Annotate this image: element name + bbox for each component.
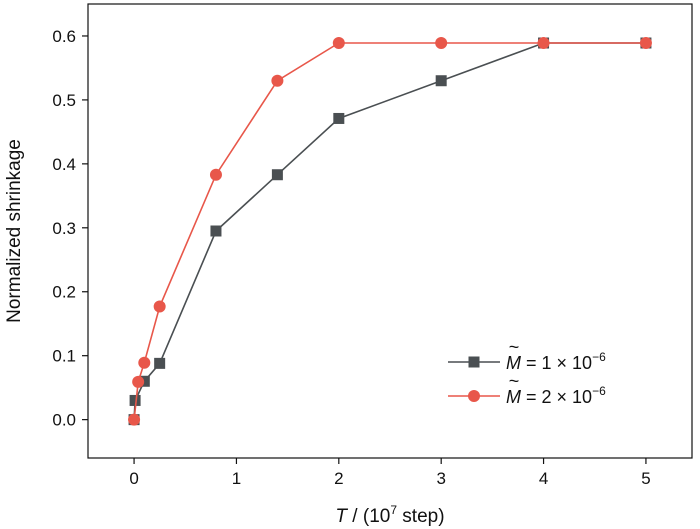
series-1-point	[154, 357, 166, 369]
legend-symbol: M	[506, 353, 521, 373]
series-2-line	[133, 42, 646, 420]
series-1-point	[333, 112, 345, 124]
series-1-point	[129, 394, 141, 406]
series-2-point	[128, 413, 141, 426]
y-tick-label: 0.1	[52, 347, 76, 366]
y-tick-label: 0.6	[52, 27, 76, 46]
y-tick-label: 0.4	[52, 155, 76, 174]
legend-value: = 1 × 10	[521, 353, 592, 373]
series-1-point	[210, 225, 222, 237]
y-tick-label: 0.5	[52, 91, 76, 110]
legend-marker	[468, 390, 480, 402]
legend-marker	[468, 356, 480, 368]
series-2	[128, 37, 652, 426]
x-tick-label: 3	[436, 469, 445, 488]
x-axis-title: T / (107 step)	[335, 503, 444, 527]
y-tick-label: 0.3	[52, 219, 76, 238]
legend-symbol: M	[506, 387, 521, 407]
x-axis-exponent: 7	[390, 503, 397, 517]
legend-exponent: −6	[592, 384, 606, 398]
legend-label: M = 1 × 10−6	[506, 350, 606, 373]
series-2-point	[435, 37, 448, 50]
series-1-point	[138, 375, 150, 387]
series-2-point	[209, 168, 222, 181]
y-tick-label: 0.0	[52, 411, 76, 430]
y-axis: 0.0 0.1 0.2 0.3 0.4 0.5 0.6	[52, 27, 88, 430]
series-1-point	[271, 169, 283, 181]
x-tick-label: 5	[641, 469, 650, 488]
series-2-point	[271, 74, 284, 87]
y-axis-title: Normalized shrinkage	[4, 139, 25, 323]
x-axis-separator: / (10	[347, 506, 390, 527]
tilde-accent-icon: ~	[509, 337, 520, 357]
x-tick-label: 2	[334, 469, 343, 488]
series-2-point	[537, 37, 550, 50]
x-tick-label: 1	[232, 469, 241, 488]
y-tick-label: 0.2	[52, 283, 76, 302]
series-2-point	[138, 356, 151, 369]
x-tick-label: 4	[539, 469, 548, 488]
legend-value: = 2 × 10	[521, 387, 592, 407]
series-2-point	[332, 37, 345, 50]
series-2-point	[153, 300, 166, 313]
x-axis-unit: step)	[397, 506, 445, 527]
series-2-point	[132, 375, 145, 388]
series-1-point	[435, 75, 447, 87]
x-axis-variable: T	[335, 506, 348, 527]
series-1-line	[133, 42, 646, 420]
series-layer	[128, 37, 652, 426]
legend-item-2: M = 2 × 10−6~	[448, 371, 606, 407]
x-axis: 0 1 2 3 4 5	[129, 458, 651, 488]
plot-frame	[87, 3, 693, 459]
x-tick-label: 0	[129, 469, 138, 488]
legend: M = 1 × 10−6~M = 2 × 10−6~	[448, 337, 606, 407]
tilde-accent-icon: ~	[509, 371, 520, 391]
legend-label: M = 2 × 10−6	[506, 384, 606, 407]
legend-exponent: −6	[592, 350, 606, 364]
legend-item-1: M = 1 × 10−6~	[448, 337, 606, 373]
series-2-point	[639, 37, 652, 50]
